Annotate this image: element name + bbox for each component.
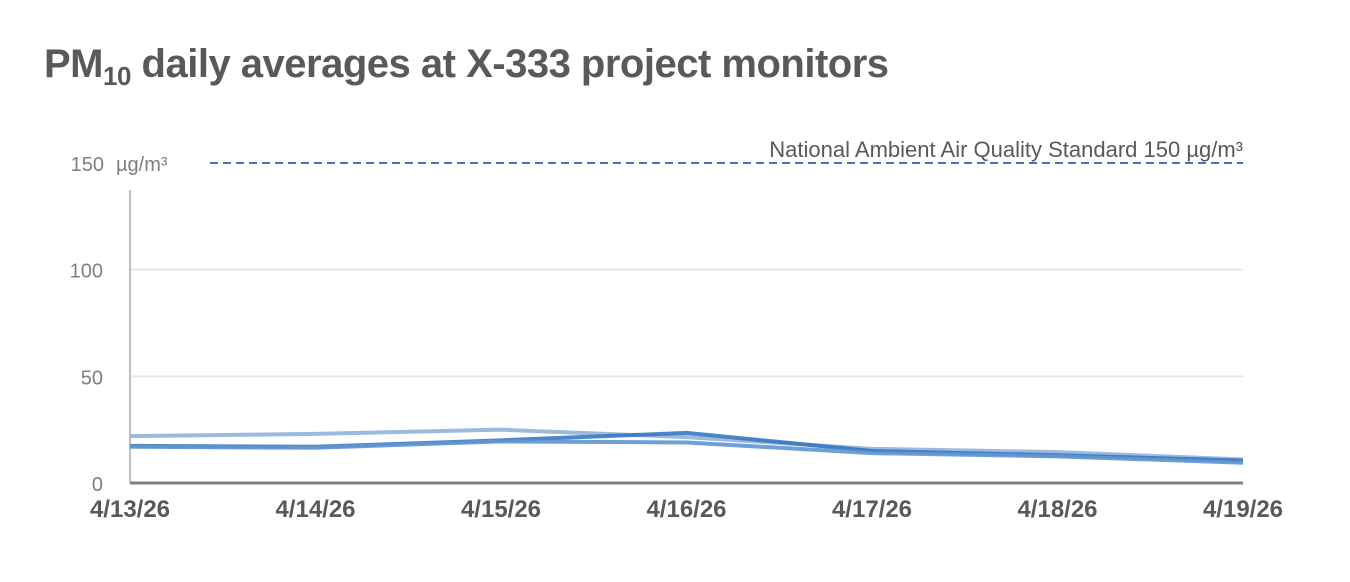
x-tick-label: 4/15/26 (461, 496, 541, 523)
x-tick-label: 4/13/26 (90, 496, 170, 523)
title-text: PM (44, 42, 104, 86)
reference-line-label: National Ambient Air Quality Standard 15… (769, 137, 1243, 162)
title-text-rest: daily averages at X-333 project monitors (130, 42, 889, 86)
title-subscript: 10 (103, 61, 131, 91)
chart-title: PM10 daily averages at X-333 project mon… (44, 42, 889, 92)
series-line-3 (129, 439, 1244, 465)
x-tick-label: 4/19/26 (1203, 496, 1283, 523)
y-tick-label: 50 (81, 367, 103, 389)
series-line-1 (129, 427, 1244, 462)
y-unit-label: µg/m³ (116, 154, 168, 176)
y-tick-label: 100 (70, 261, 103, 283)
x-tick-label: 4/18/26 (1017, 496, 1097, 523)
y-tick-label: 150 (71, 154, 104, 176)
x-tick-label: 4/16/26 (646, 496, 726, 523)
y-tick-label: 0 (92, 474, 103, 496)
x-tick-label: 4/14/26 (275, 496, 355, 523)
x-tick-label: 4/17/26 (832, 496, 912, 523)
